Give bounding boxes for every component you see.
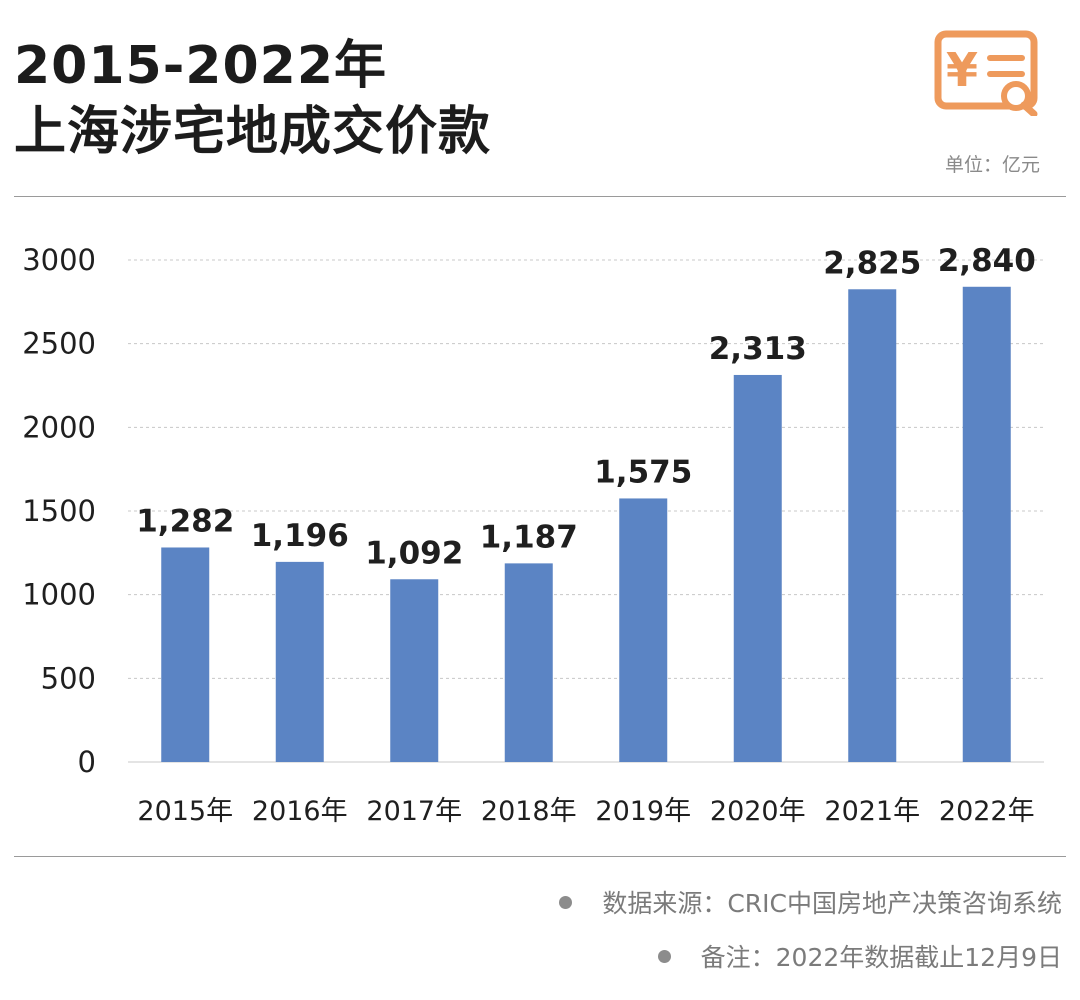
bar [962, 286, 1011, 762]
bar [848, 289, 897, 762]
footnote-remark-text: 备注：2022年数据截止12月9日 [700, 943, 1062, 972]
bottom-divider [14, 856, 1066, 857]
x-axis-ticks: 2015年 2016年 2017年 2018年 2019年 2020年 2021年 2022年 [137, 796, 1034, 827]
bar [619, 498, 668, 762]
x-tick-label: 2016年 [252, 796, 348, 827]
x-tick-label: 2018年 [481, 796, 577, 827]
footnote-source-text: 数据来源：CRIC中国房地产决策咨询系统 [602, 889, 1062, 918]
data-label: 1,575 [594, 454, 692, 490]
bars [161, 286, 1011, 762]
y-tick-label: 2000 [22, 410, 96, 444]
x-tick-label: 2019年 [595, 796, 691, 827]
data-label: 1,187 [480, 519, 578, 555]
top-divider [14, 196, 1066, 197]
y-tick-label: 1500 [22, 494, 96, 528]
chart-title-line2: 上海涉宅地成交价款 [14, 102, 492, 162]
y-axis-ticks: 0 500 1000 1500 2000 2500 3000 [22, 243, 96, 779]
x-tick-label: 2017年 [366, 796, 462, 827]
bar [275, 561, 324, 762]
x-tick-label: 2021年 [824, 796, 920, 827]
data-label: 2,313 [709, 331, 807, 367]
y-tick-label: 0 [78, 745, 96, 779]
x-tick-label: 2015年 [137, 796, 233, 827]
gridlines [128, 259, 1044, 763]
chart-title-line1: 2015-2022年 [14, 36, 388, 96]
data-label: 1,282 [136, 503, 234, 539]
data-label: 1,092 [365, 535, 463, 571]
svg-text:¥: ¥ [946, 43, 978, 97]
footnote-source: 数据来源：CRIC中国房地产决策咨询系统 [559, 884, 1062, 920]
bar [733, 374, 782, 762]
bullet-icon [559, 895, 573, 909]
x-tick-label: 2020年 [710, 796, 806, 827]
unit-label: 单位：亿元 [944, 154, 1040, 176]
footnote-remark: 备注：2022年数据截止12月9日 [657, 938, 1062, 974]
data-label: 1,196 [251, 518, 349, 554]
y-tick-label: 1000 [22, 578, 96, 612]
data-label: 2,840 [938, 243, 1036, 279]
y-tick-label: 500 [41, 661, 96, 695]
data-labels: 1,282 1,196 1,092 1,187 1,575 2,313 2,825 2,840 [136, 243, 1036, 571]
bar [504, 563, 553, 762]
x-tick-label: 2022年 [939, 796, 1035, 827]
bullet-icon [657, 949, 671, 963]
bar [161, 547, 210, 762]
bar-chart: 0 500 1000 1500 2000 2500 3000 1,282 1,196 1,092… [22, 243, 1044, 827]
y-tick-label: 2500 [22, 327, 96, 361]
yen-receipt-search-icon: ¥ [934, 30, 1038, 116]
data-label: 2,825 [823, 245, 921, 281]
bar [390, 579, 439, 762]
y-tick-label: 3000 [22, 243, 96, 277]
